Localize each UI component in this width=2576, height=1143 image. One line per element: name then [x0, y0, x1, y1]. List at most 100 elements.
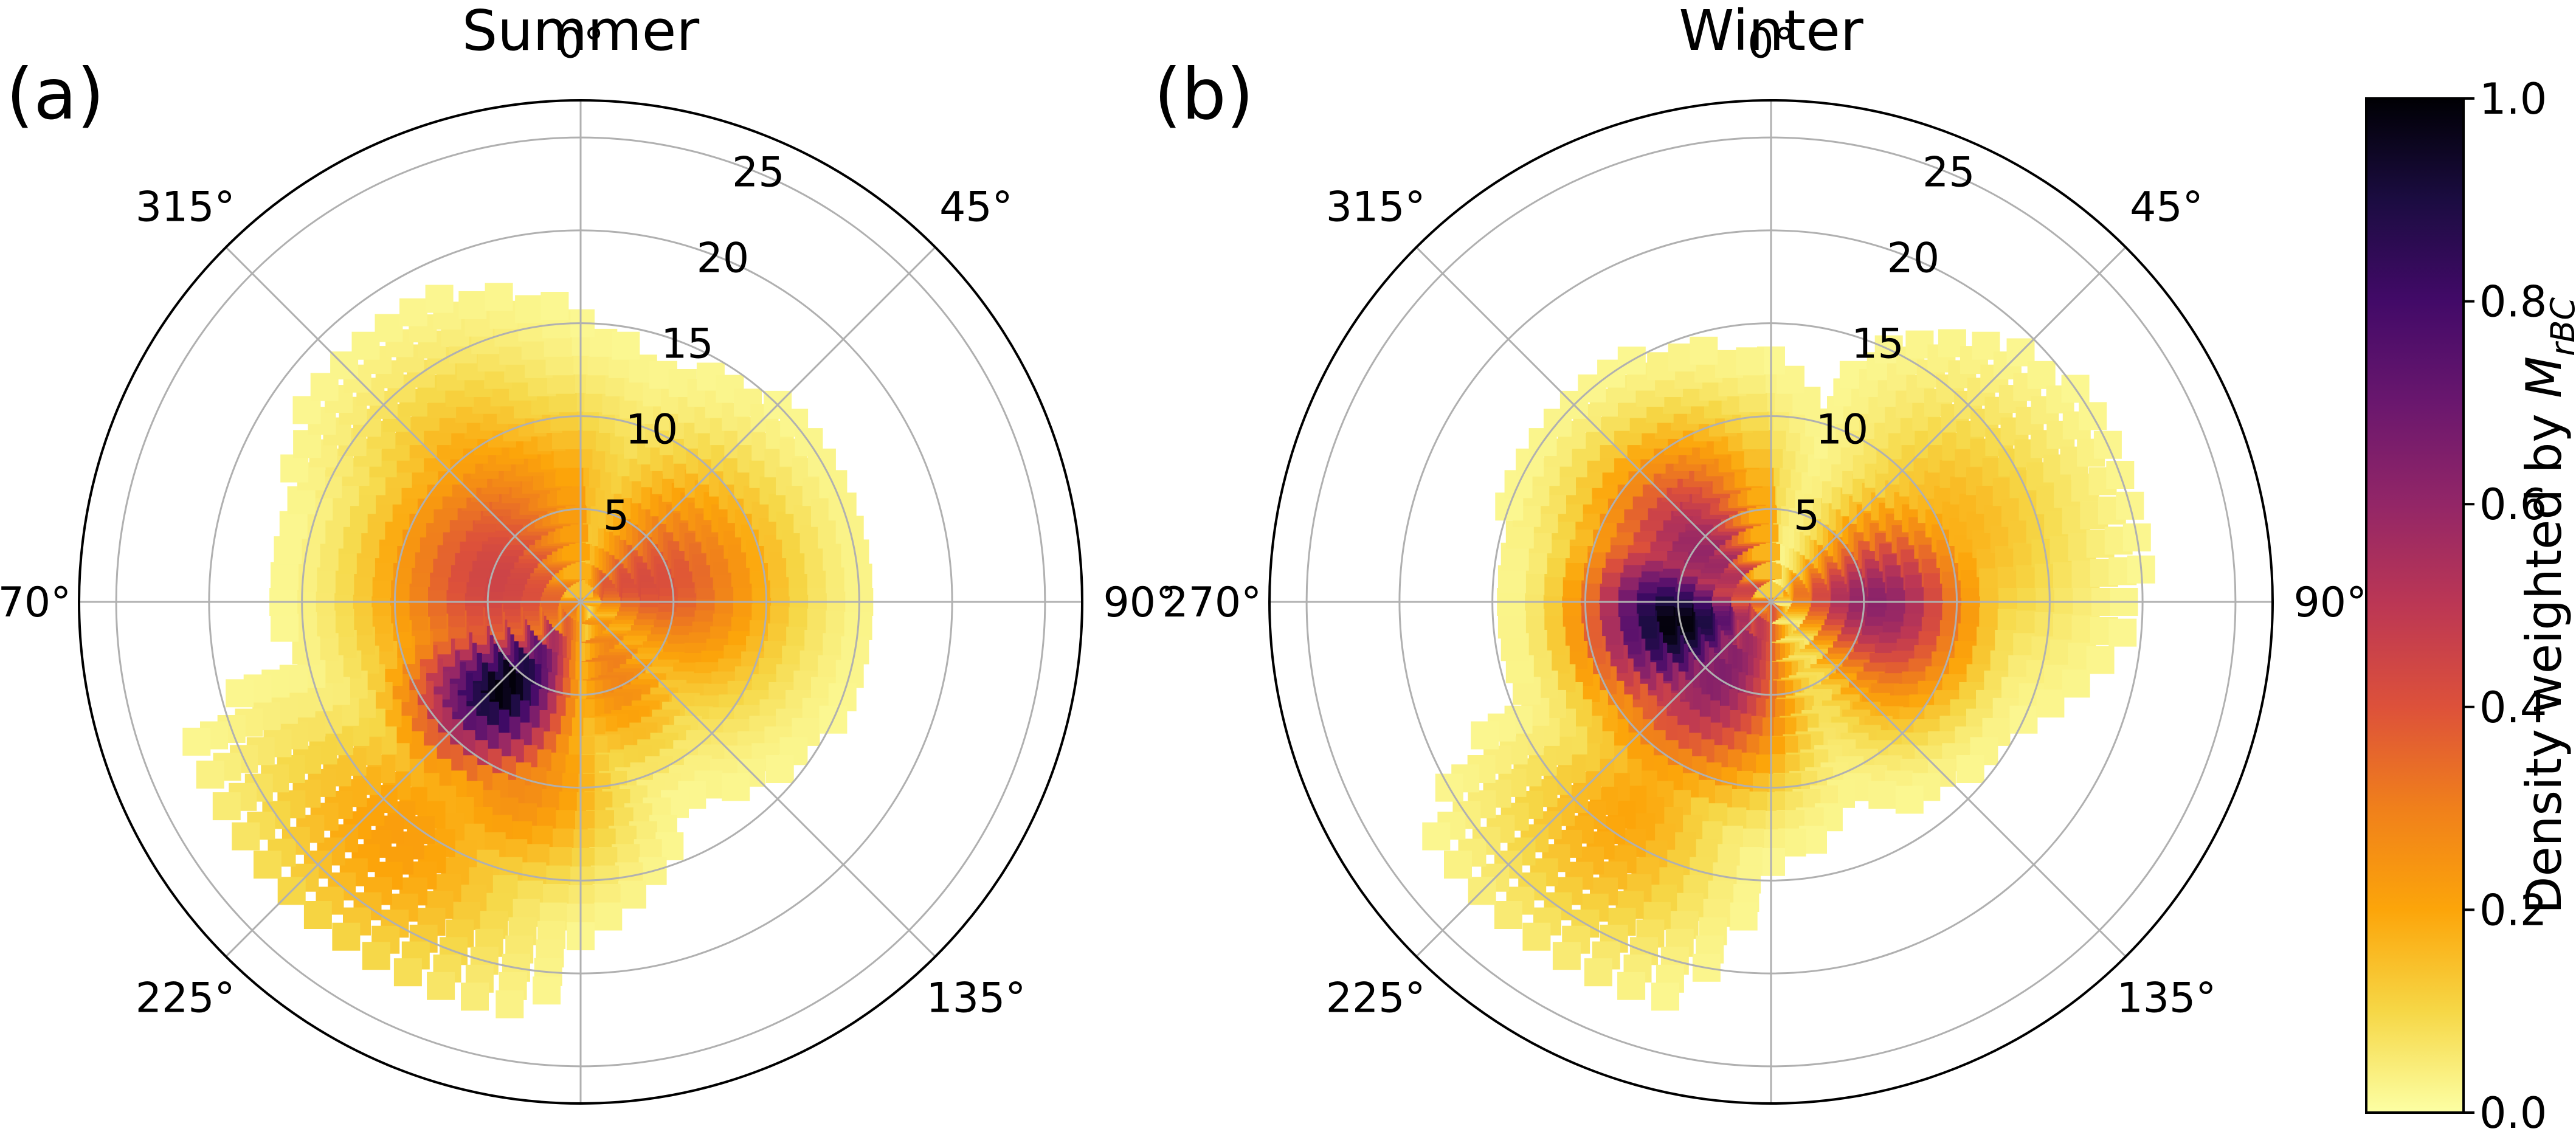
radial-tick-label: 25 [732, 148, 785, 196]
colorbar-tick-label: 0.8 [2479, 277, 2547, 327]
angular-tick-label: 180° [1721, 1138, 1821, 1143]
density-square [594, 902, 623, 931]
radial-ticks-summer: 5 10 15 20 25 [603, 148, 785, 540]
density-square [618, 880, 646, 909]
density-square [1552, 942, 1581, 970]
density-squares-summer [182, 283, 874, 1018]
density-square [1651, 982, 1679, 1011]
angular-tick-label: 270° [0, 579, 71, 627]
radial-tick-label: 20 [1887, 234, 1940, 282]
density-square [458, 291, 487, 319]
polar-grid-summer [79, 100, 1082, 1103]
colorbar-bar [2365, 97, 2465, 1114]
density-square [375, 314, 403, 342]
density-square [271, 613, 299, 642]
density-square [722, 773, 750, 801]
radial-tick-label: 15 [1851, 320, 1904, 368]
density-square [425, 285, 454, 313]
density-square [2027, 361, 2056, 389]
angular-tick-label: 135° [2116, 974, 2216, 1022]
density-square [2062, 669, 2090, 698]
density-square [427, 972, 455, 1000]
density-square [287, 486, 316, 514]
density-square [254, 851, 281, 879]
title-summer: Summer [462, 0, 700, 63]
angular-tick-label: 0° [557, 19, 604, 67]
radial-tick-label: 10 [626, 406, 679, 454]
density-square [362, 942, 390, 970]
density-square [533, 976, 561, 1005]
density-square [1494, 901, 1522, 929]
density-square [1617, 972, 1646, 1000]
density-square [274, 536, 302, 565]
angular-ticks-summer: 0° 45° 90° 135° 180° 225° 270° 315° [0, 19, 1176, 1143]
panel-label-b: (b) [1154, 54, 1254, 136]
density-square [271, 562, 299, 590]
angular-tick-label: 45° [2130, 184, 2203, 232]
density-square [1422, 822, 1451, 851]
radial-tick-label: 5 [1794, 492, 1820, 540]
density-square [1444, 851, 1472, 879]
density-square [1956, 755, 1984, 783]
colorbar-tick-label: 0.0 [2479, 1088, 2547, 1138]
radial-tick-label: 25 [1922, 148, 1975, 196]
density-square [461, 982, 489, 1011]
density-square [496, 990, 524, 1018]
density-square [280, 454, 309, 483]
density-square [1868, 781, 1897, 809]
angular-tick-label: 315° [136, 184, 235, 232]
density-square [540, 292, 569, 320]
polar-frame-summer [78, 99, 1083, 1105]
density-square [232, 822, 260, 851]
density-squares-winter [1422, 329, 2155, 1011]
radial-tick-label: 10 [1816, 406, 1869, 454]
angular-tick-label: 315° [1326, 184, 1426, 232]
density-square [1736, 347, 1764, 376]
polar-plot-summer: 5 10 15 20 25 0° 45° 90° 135° 180° 225° 270° 315° S… [0, 0, 1176, 1143]
radial-tick-label: 5 [603, 492, 629, 540]
angular-tick-label: 90° [1103, 579, 1176, 627]
density-square [1471, 721, 1499, 750]
radial-tick-label: 20 [697, 234, 750, 282]
angular-tick-label: 90° [2293, 579, 2367, 627]
colorbar-label: Density weighted by MrBC [2516, 297, 2576, 914]
angular-tick-label: 225° [136, 974, 235, 1022]
angular-tick-label: 180° [531, 1138, 630, 1143]
density-square [332, 922, 361, 951]
angular-grid-line [225, 246, 582, 603]
angular-grid-line [579, 601, 936, 958]
colorbar-label-symbol: M [2516, 356, 2572, 398]
angular-tick-label: 225° [1326, 974, 1426, 1022]
angular-tick-label: 135° [926, 974, 1026, 1022]
density-square [212, 792, 241, 821]
title-winter: Winter [1679, 0, 1863, 63]
density-square [2108, 618, 2137, 647]
angular-grid-line [225, 601, 582, 958]
angular-tick-label: 45° [939, 184, 1013, 232]
density-square [303, 901, 332, 929]
polar-grid-winter [1269, 100, 2273, 1103]
panel-label-a: (a) [6, 54, 105, 136]
colorbar-tick-label: 1.0 [2479, 74, 2547, 124]
density-square [182, 727, 211, 756]
radial-tick-label: 15 [661, 320, 714, 368]
density-square [393, 958, 422, 987]
angular-grid-line [579, 246, 936, 603]
colorbar: 0.00.20.40.60.81.0 Density weighted by M… [2365, 74, 2576, 1138]
density-square [515, 295, 544, 323]
density-square [196, 761, 224, 789]
angular-tick-label: 270° [1162, 579, 1262, 627]
density-square [279, 511, 308, 539]
density-square [226, 679, 254, 708]
density-square [1690, 336, 1718, 365]
density-square [2036, 689, 2065, 718]
density-square [1729, 902, 1758, 931]
density-square [765, 755, 794, 783]
density-square [485, 283, 513, 311]
colorbar-label-subscript: rBC [2544, 297, 2576, 356]
density-square [399, 298, 427, 326]
density-square [1895, 786, 1924, 814]
density-square [612, 331, 640, 360]
density-square [1584, 958, 1612, 987]
